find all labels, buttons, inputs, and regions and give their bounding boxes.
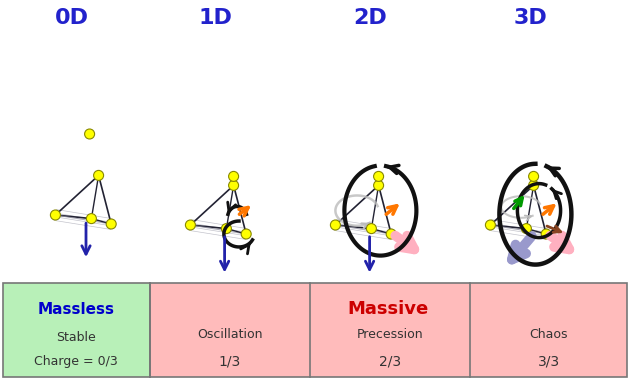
- Circle shape: [229, 180, 239, 190]
- Circle shape: [330, 220, 340, 230]
- Circle shape: [229, 171, 239, 181]
- Text: Massive: Massive: [348, 300, 429, 318]
- Text: 1/3: 1/3: [219, 354, 241, 368]
- Circle shape: [529, 180, 539, 190]
- Text: 3D: 3D: [513, 8, 547, 28]
- Bar: [150, 283, 627, 377]
- Circle shape: [485, 220, 495, 230]
- Circle shape: [86, 214, 96, 223]
- Text: Chaos: Chaos: [529, 328, 568, 341]
- Circle shape: [50, 210, 60, 220]
- Circle shape: [374, 171, 384, 181]
- Circle shape: [367, 223, 376, 234]
- Text: Charge = 0/3: Charge = 0/3: [35, 355, 118, 367]
- Circle shape: [84, 129, 94, 139]
- Circle shape: [94, 170, 103, 180]
- Bar: [3, 283, 150, 377]
- Circle shape: [522, 223, 531, 234]
- Text: 2/3: 2/3: [379, 354, 401, 368]
- Circle shape: [386, 229, 396, 239]
- Circle shape: [541, 229, 551, 239]
- Text: Oscillation: Oscillation: [197, 328, 263, 341]
- Text: Massless: Massless: [38, 302, 115, 317]
- Text: 2D: 2D: [353, 8, 387, 28]
- Circle shape: [221, 223, 231, 234]
- Text: 3/3: 3/3: [537, 354, 559, 368]
- Text: 0D: 0D: [55, 8, 89, 28]
- Text: Precession: Precession: [357, 328, 423, 341]
- Circle shape: [374, 180, 384, 190]
- Circle shape: [185, 220, 195, 230]
- Text: 1D: 1D: [198, 8, 232, 28]
- Circle shape: [241, 229, 251, 239]
- Circle shape: [529, 171, 539, 181]
- Text: Stable: Stable: [57, 331, 96, 344]
- Circle shape: [106, 219, 116, 229]
